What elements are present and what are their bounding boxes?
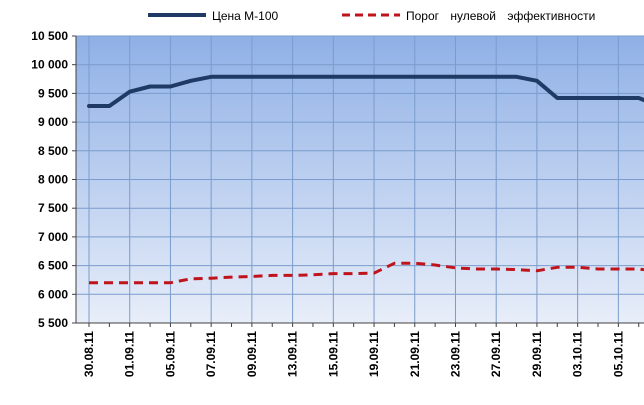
series-line-1 — [87, 74, 644, 108]
x-tick-label: 07.09.11 — [204, 331, 218, 377]
gridlines — [76, 35, 644, 324]
y-tick-label: 9 500 — [38, 86, 68, 100]
x-tick-label: 19.09.11 — [367, 331, 381, 377]
x-axis-ticks: 30.08.11 01.09.11 05.09.11 07.09.11 09.09.11… — [82, 323, 640, 377]
series-line-2 — [89, 261, 644, 285]
x-tick-label: 30.08.11 — [82, 331, 96, 377]
x-tick-label: 21.09.11 — [408, 331, 422, 377]
y-tick-label: 8 000 — [38, 173, 68, 187]
x-tick-label: 13.09.11 — [286, 331, 300, 377]
x-tick-label: 05.09.11 — [163, 331, 177, 377]
y-tick-label: 9 000 — [38, 115, 68, 129]
y-tick-label: 5 500 — [38, 316, 68, 330]
y-axis-ticks: 5 500 6 000 6 500 7 000 7 500 8 000 8 500 9 000… — [31, 29, 76, 330]
x-tick-label: 05.10.11 — [611, 331, 625, 377]
legend-label-series-1: Цена М-100 — [212, 9, 279, 23]
x-tick-label: 09.09.11 — [245, 331, 259, 377]
y-tick-label: 10 000 — [31, 58, 68, 72]
legend-label-series-2: Порог нулевой эффективности — [406, 9, 595, 23]
x-tick-label: 23.09.11 — [448, 331, 462, 377]
x-tick-label: 29.09.11 — [530, 331, 544, 377]
x-tick-label: 03.10.11 — [571, 331, 585, 377]
x-tick-label: 27.09.11 — [489, 331, 503, 377]
y-tick-label: 6 000 — [38, 287, 68, 301]
x-tick-label: 15.09.11 — [326, 331, 340, 377]
y-tick-label: 7 000 — [38, 230, 68, 244]
series-layer — [87, 74, 644, 285]
y-tick-label: 10 500 — [31, 29, 68, 43]
y-tick-label: 7 500 — [38, 201, 68, 215]
y-tick-label: 8 500 — [38, 144, 68, 158]
legend: Цена М-100 Порог нулевой эффективности — [148, 9, 595, 23]
x-tick-label: 01.09.11 — [123, 331, 137, 377]
y-tick-label: 6 500 — [38, 259, 68, 273]
